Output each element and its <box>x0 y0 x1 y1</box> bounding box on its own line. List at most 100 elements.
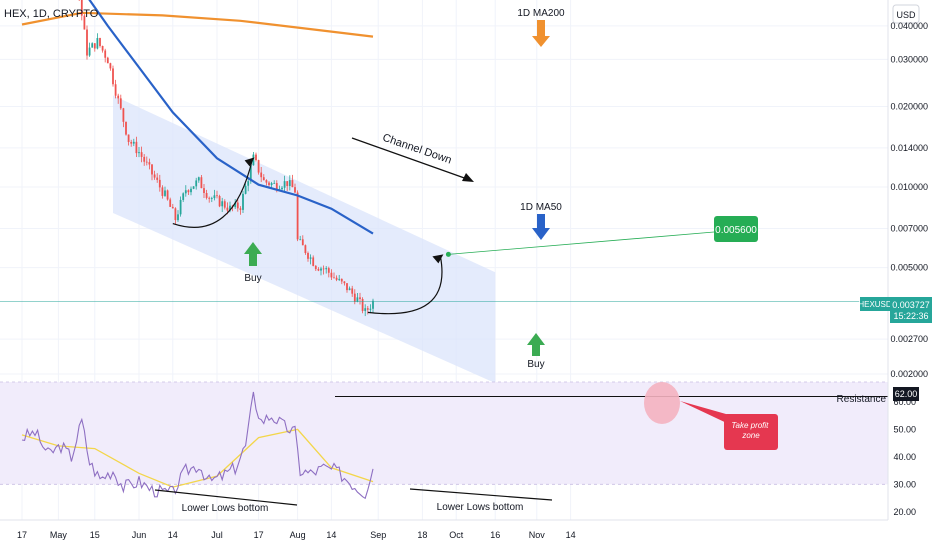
channel-down-band <box>113 95 496 384</box>
price-axis-ticks: 0.040000 0.030000 0.020000 0.014000 0.010000… <box>890 21 928 379</box>
price-tick-label: 0.002000 <box>890 369 928 379</box>
candle-body <box>351 288 354 294</box>
candle-body <box>93 43 96 49</box>
time-tick-label: 18 <box>417 530 427 540</box>
buy-arrow-1 <box>244 242 262 266</box>
candle-body <box>203 188 205 193</box>
candle-body <box>226 207 229 211</box>
candle-body <box>343 281 346 284</box>
candle-body <box>314 265 317 270</box>
candle-body <box>335 277 338 280</box>
time-tick-label: May <box>50 530 68 540</box>
candle-body <box>372 300 374 309</box>
time-tick-label: Oct <box>449 530 464 540</box>
candle-body <box>273 183 276 184</box>
candle-body <box>348 288 351 291</box>
price-tick-label: 0.007000 <box>890 223 928 233</box>
candle-body <box>153 174 156 178</box>
candle-body <box>262 177 265 181</box>
lower-lows-line-2 <box>409 488 553 501</box>
candle-body <box>179 199 182 215</box>
buy-label-1: Buy <box>244 273 261 284</box>
candle-body <box>114 84 117 96</box>
time-tick-label: 15 <box>90 530 100 540</box>
candle-body <box>99 38 101 46</box>
price-tick-label: 0.020000 <box>890 101 928 111</box>
ma200-label: 1D MA200 <box>517 8 565 19</box>
rsi-tick-label: 40.00 <box>893 452 916 462</box>
candle-body <box>353 293 356 302</box>
candle-body <box>325 268 328 270</box>
time-tick-label: Aug <box>290 530 306 540</box>
currency-box[interactable] <box>892 4 920 24</box>
candle-body <box>171 206 174 209</box>
buy-arrow-2 <box>527 333 545 356</box>
candle-body <box>260 172 263 178</box>
rsi-tick-label: 20.00 <box>893 507 916 517</box>
candle-body <box>169 199 172 207</box>
candle-body <box>288 180 291 186</box>
candle-body <box>296 192 299 240</box>
candle-body <box>117 95 120 99</box>
candle-body <box>200 177 203 189</box>
candle-body <box>83 15 86 30</box>
candle-body <box>244 185 247 194</box>
ma200-line <box>21 11 374 38</box>
price-tick-label: 0.002700 <box>890 334 928 344</box>
lower-lows-line-1 <box>154 489 298 506</box>
candle-body <box>322 268 325 270</box>
time-tick-label: 14 <box>168 530 178 540</box>
time-tick-label: Jun <box>132 530 147 540</box>
candle-body <box>275 183 278 190</box>
candle-body <box>182 193 185 200</box>
candle-body <box>270 183 273 186</box>
take-profit-pointer <box>680 401 733 426</box>
candle-body <box>364 308 367 311</box>
candle-body <box>96 38 99 49</box>
time-axis-ticks: 17 May 15 Jun 14 Jul 17 Aug 14 Sep 18 Oct 16 Nov 14 <box>17 530 576 540</box>
candle-body <box>257 160 260 173</box>
candle-body <box>213 195 216 199</box>
candle-body <box>366 308 369 310</box>
curved-arrow-1 <box>172 158 254 228</box>
buy-label-2: Buy <box>527 359 544 370</box>
target-line <box>448 231 715 255</box>
candle-body <box>223 201 226 208</box>
candle-body <box>122 108 125 122</box>
curve-arrow-head-2 <box>432 254 444 264</box>
candle-body <box>338 278 341 280</box>
time-tick-label: 14 <box>566 530 576 540</box>
candle-body <box>138 152 140 154</box>
candle-body <box>208 197 211 199</box>
candle-body <box>265 180 268 183</box>
price-tag <box>890 297 932 323</box>
candle-body <box>320 268 322 271</box>
candle-body <box>184 190 187 194</box>
rsi-tick-label: 50.00 <box>893 424 916 434</box>
candle-body <box>119 98 122 109</box>
time-tick-label: Nov <box>529 530 546 540</box>
symbol-tag-text: HEXUSD <box>858 300 892 309</box>
candle-body <box>140 152 143 157</box>
ma200-arrow <box>532 20 550 47</box>
candle-body <box>195 180 198 187</box>
candle-body <box>143 156 146 162</box>
candle-body <box>333 277 335 279</box>
candle-body <box>359 297 361 299</box>
time-tick-label: Jul <box>211 530 223 540</box>
candle-body <box>148 162 151 165</box>
lower-lows-label-2: Lower Lows bottom <box>437 502 524 513</box>
candle-body <box>218 196 221 207</box>
candle-body <box>132 141 135 144</box>
candle-body <box>317 269 320 271</box>
rsi-ma-line <box>21 428 374 488</box>
rsi-tick-label: 60.00 <box>893 397 916 407</box>
candle-body <box>187 190 190 193</box>
ma50-arrow <box>532 214 550 240</box>
time-tick-label: Sep <box>370 530 386 540</box>
resistance-label: Resistance <box>837 394 887 405</box>
candle-body <box>161 187 164 196</box>
candle-body <box>286 181 289 186</box>
candle-body <box>361 298 364 311</box>
target-dot <box>445 251 451 257</box>
